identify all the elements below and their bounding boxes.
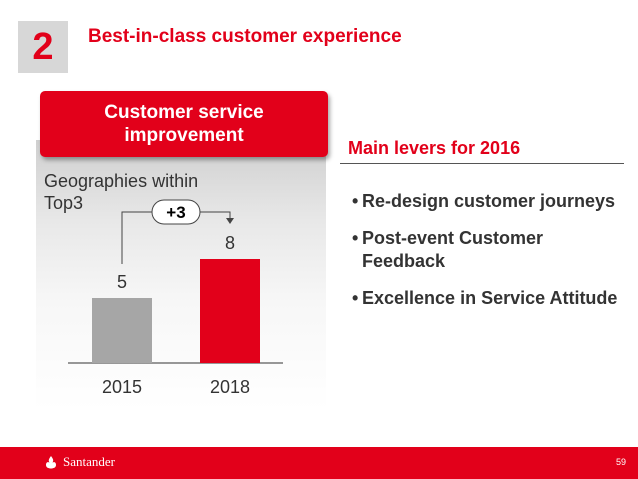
chart-ylabel-line-2: Top3: [44, 193, 84, 213]
lever-item-text: Excellence in Service Attitude: [362, 288, 618, 308]
panel-header: Customer service improvement: [40, 91, 328, 157]
data-label-2018: 8: [225, 233, 235, 253]
levers-list: • Re-design customer journeys • Post-event…: [352, 190, 622, 324]
lever-item: • Post-event Customer Feedback: [352, 227, 622, 273]
annotation-pill: [151, 199, 201, 225]
brand-name: Santander: [63, 454, 115, 469]
lever-item-text: Re-design customer journeys: [362, 191, 616, 211]
page-number: 59: [615, 457, 626, 467]
levers-divider: [340, 163, 624, 164]
levers-title: Main levers for 2016: [348, 138, 521, 158]
footer-bar: Santander 59: [0, 447, 638, 479]
tick-label-2018: 2018: [210, 377, 250, 397]
santander-logo: Santander: [44, 454, 115, 470]
chart-ylabel-line-1: Geographies within: [44, 171, 199, 191]
annotation-arrowhead: [226, 218, 234, 224]
bullet-icon: •: [352, 191, 359, 211]
chart-panel: [36, 140, 326, 410]
lever-item: • Re-design customer journeys: [352, 190, 622, 213]
tick-label-2015: 2015: [102, 377, 142, 397]
flame-icon: [46, 456, 56, 469]
panel-header-line-2: improvement: [124, 125, 244, 146]
lever-item-text: Post-event Customer Feedback: [362, 228, 544, 271]
bar-2018: [200, 259, 260, 363]
chart-ylabel: Geographies within Top3: [44, 170, 244, 214]
annotation-label: +3: [166, 203, 185, 222]
data-label-2015: 5: [117, 272, 127, 292]
section-number: 2: [18, 21, 68, 73]
bullet-icon: •: [352, 288, 359, 308]
bar-2015: [92, 298, 152, 363]
slide-title: Best-in-class customer experience: [88, 26, 402, 47]
lever-item: • Excellence in Service Attitude: [352, 287, 622, 310]
panel-header-line-1: Customer service: [104, 102, 264, 123]
bullet-icon: •: [352, 228, 359, 248]
